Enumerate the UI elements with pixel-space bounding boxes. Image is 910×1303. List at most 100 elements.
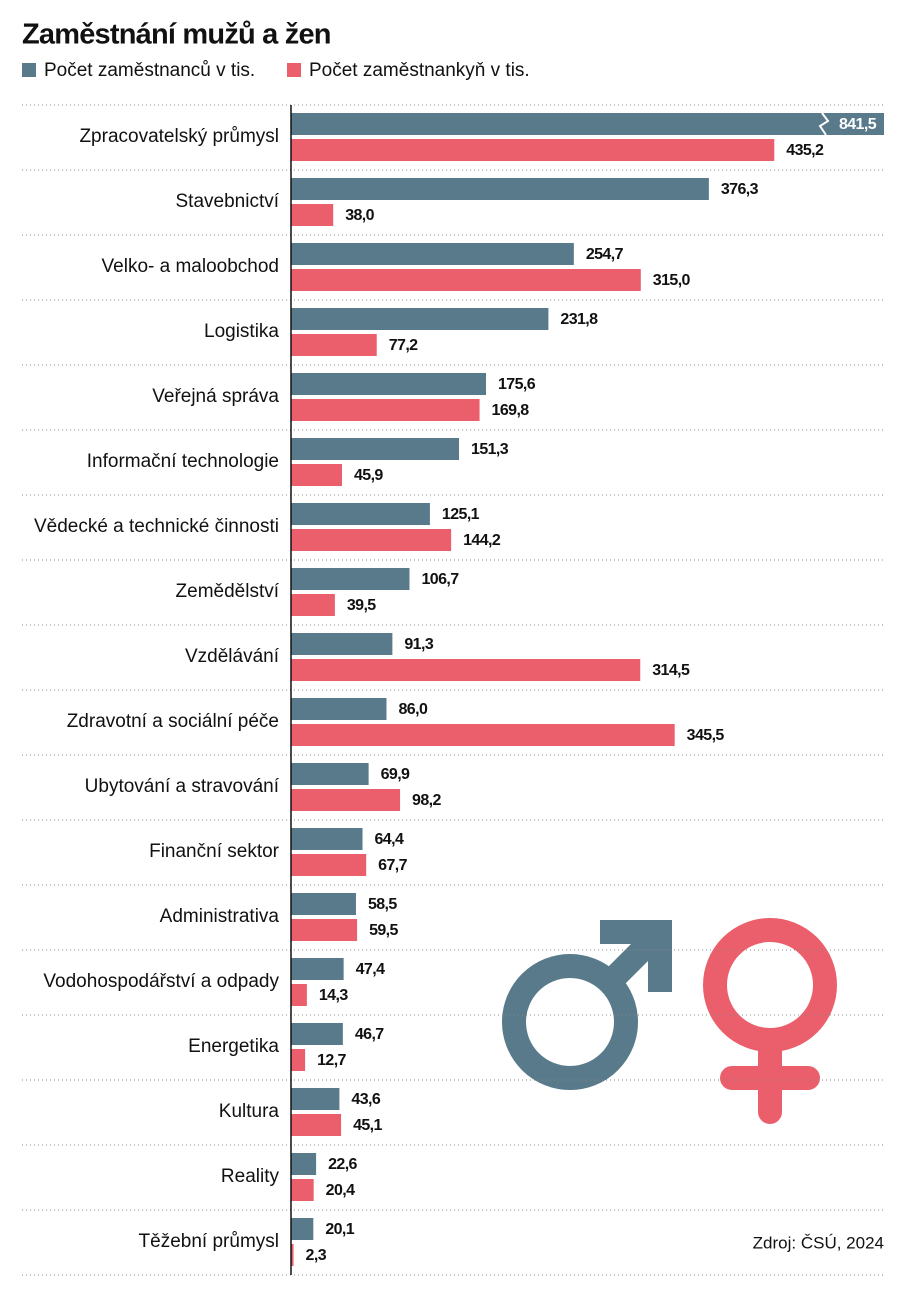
- legend-label: Počet zaměstnankyň v tis.: [309, 60, 530, 81]
- value-label: 231,8: [560, 311, 598, 328]
- value-label: 69,9: [381, 766, 410, 783]
- chart-title: Zaměstnání mužů a žen: [22, 19, 331, 51]
- category-label: Velko- a maloobchod: [102, 256, 279, 277]
- category-label: Veřejná správa: [152, 386, 279, 407]
- bar: [291, 204, 334, 226]
- legend-swatch: [22, 63, 36, 77]
- bar: [291, 659, 641, 681]
- bar: [291, 763, 369, 785]
- value-label: 14,3: [319, 987, 348, 1004]
- bar: [291, 919, 358, 941]
- value-label: 67,7: [378, 857, 407, 874]
- category-label: Administrativa: [160, 906, 280, 927]
- value-label: 2,3: [306, 1247, 327, 1264]
- bar: [291, 529, 452, 551]
- category-label: Reality: [221, 1166, 280, 1187]
- value-label: 175,6: [498, 376, 536, 393]
- value-label: 45,9: [354, 467, 383, 484]
- bar: [291, 373, 487, 395]
- bar: [291, 854, 367, 876]
- category-label: Zdravotní a sociální péče: [67, 711, 279, 732]
- value-label: 20,4: [326, 1182, 355, 1199]
- category-label: Ubytování a stravování: [85, 776, 280, 797]
- value-label: 106,7: [421, 571, 459, 588]
- bar: [291, 1218, 314, 1240]
- value-label: 169,8: [492, 402, 530, 419]
- value-label: 91,3: [404, 636, 433, 653]
- value-label: 58,5: [368, 896, 397, 913]
- category-label: Logistika: [204, 321, 279, 342]
- category-label: Stavebnictví: [176, 191, 280, 212]
- bar: [291, 724, 675, 746]
- category-label: Vodohospodářství a odpady: [43, 971, 279, 992]
- bar: [291, 1023, 343, 1045]
- category-label: Informační technologie: [87, 451, 279, 472]
- value-label: 47,4: [356, 961, 385, 978]
- bar: [291, 243, 574, 265]
- category-label: Těžební průmysl: [139, 1231, 279, 1252]
- bar: [291, 334, 377, 356]
- bar: [291, 308, 549, 330]
- bar: [291, 633, 393, 655]
- value-label: 64,4: [375, 831, 404, 848]
- bar: [291, 1244, 294, 1266]
- value-label: 38,0: [345, 207, 374, 224]
- value-label: 86,0: [399, 701, 428, 718]
- value-label: 39,5: [347, 597, 376, 614]
- bar: [291, 438, 460, 460]
- value-label: 144,2: [463, 532, 501, 549]
- bar: [291, 178, 709, 200]
- value-label: 435,2: [786, 142, 824, 159]
- bar: [291, 399, 480, 421]
- bar: [291, 893, 356, 915]
- value-label: 43,6: [351, 1091, 380, 1108]
- value-label: 345,5: [687, 727, 725, 744]
- category-label: Vědecké a technické činnosti: [34, 516, 279, 537]
- value-label: 315,0: [653, 272, 691, 289]
- bar: [291, 594, 335, 616]
- value-label: 20,1: [325, 1221, 354, 1238]
- category-label: Zemědělství: [176, 581, 280, 602]
- bar: [291, 503, 430, 525]
- value-label: 22,6: [328, 1156, 357, 1173]
- category-label: Vzdělávání: [185, 646, 280, 667]
- bar: [291, 828, 363, 850]
- legend-label: Počet zaměstnanců v tis.: [44, 60, 255, 81]
- value-label: 59,5: [369, 922, 398, 939]
- bar: [291, 958, 344, 980]
- bar: [291, 984, 307, 1006]
- bar: [291, 113, 884, 135]
- value-label: 151,3: [471, 441, 509, 458]
- bar: [291, 269, 641, 291]
- value-label: 77,2: [389, 337, 418, 354]
- category-label: Finanční sektor: [149, 841, 280, 862]
- value-label: 841,5: [839, 116, 877, 133]
- value-label: 314,5: [652, 662, 690, 679]
- value-label: 254,7: [586, 246, 624, 263]
- category-label: Energetika: [188, 1036, 279, 1057]
- value-label: 12,7: [317, 1052, 346, 1069]
- bar: [291, 1114, 342, 1136]
- bar: [291, 1153, 317, 1175]
- bar: [291, 139, 775, 161]
- bar: [291, 1088, 340, 1110]
- value-label: 125,1: [442, 506, 480, 523]
- category-label: Kultura: [219, 1101, 280, 1122]
- value-label: 98,2: [412, 792, 441, 809]
- axis-break: [818, 112, 830, 136]
- bar: [291, 698, 387, 720]
- bar: [291, 1179, 314, 1201]
- bar: [291, 1049, 306, 1071]
- category-label: Zpracovatelský průmysl: [79, 126, 279, 147]
- value-label: 376,3: [721, 181, 759, 198]
- bar: [291, 464, 342, 486]
- source: Zdroj: ČSÚ, 2024: [753, 1233, 884, 1252]
- male-symbol: [502, 920, 672, 1090]
- bar: [291, 789, 401, 811]
- value-label: 46,7: [355, 1026, 384, 1043]
- value-label: 45,1: [353, 1117, 382, 1134]
- legend-swatch: [287, 63, 301, 77]
- bar: [291, 568, 410, 590]
- female-symbol: [703, 918, 837, 1124]
